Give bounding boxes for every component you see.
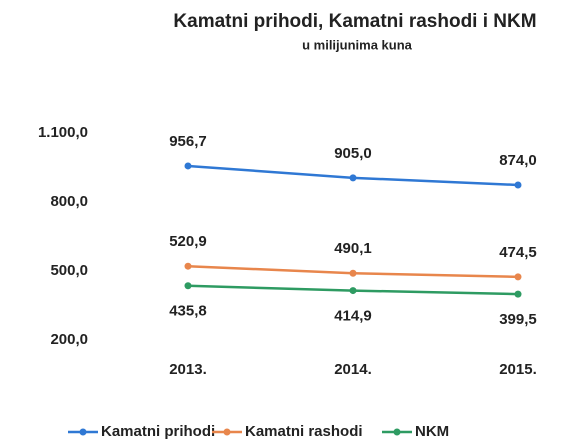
legend-marker: [393, 428, 401, 436]
data-point: [184, 262, 192, 270]
legend-label: Kamatni rashodi: [245, 423, 363, 440]
data-label: 399,5: [499, 311, 537, 328]
data-point: [514, 181, 522, 189]
data-label: 874,0: [499, 152, 537, 169]
data-label: 905,0: [334, 145, 372, 162]
chart-title: Kamatni prihodi, Kamatni rashodi i NKM: [173, 11, 536, 32]
legend-label: Kamatni prihodi: [101, 423, 215, 440]
x-tick-label: 2013.: [169, 361, 207, 378]
y-tick-label: 500,0: [50, 262, 88, 279]
x-tick-label: 2014.: [334, 361, 372, 378]
data-point: [349, 174, 357, 182]
data-label: 520,9: [169, 233, 207, 250]
y-tick-label: 1.100,0: [38, 124, 88, 141]
data-point: [184, 282, 192, 290]
legend-marker: [79, 428, 87, 436]
legend-label: NKM: [415, 423, 449, 440]
data-label: 474,5: [499, 244, 537, 261]
data-label: 956,7: [169, 133, 207, 150]
legend-marker: [223, 428, 231, 436]
data-point: [349, 269, 357, 277]
y-tick-label: 800,0: [50, 193, 88, 210]
x-tick-label: 2015.: [499, 361, 537, 378]
data-point: [184, 162, 192, 170]
data-point: [514, 273, 522, 281]
data-label: 414,9: [334, 308, 372, 325]
data-point: [349, 287, 357, 295]
chart-subtitle: u milijunima kuna: [302, 37, 413, 52]
y-tick-label: 200,0: [50, 331, 88, 348]
data-label: 490,1: [334, 240, 372, 257]
data-label: 435,8: [169, 303, 207, 320]
data-point: [514, 290, 522, 298]
